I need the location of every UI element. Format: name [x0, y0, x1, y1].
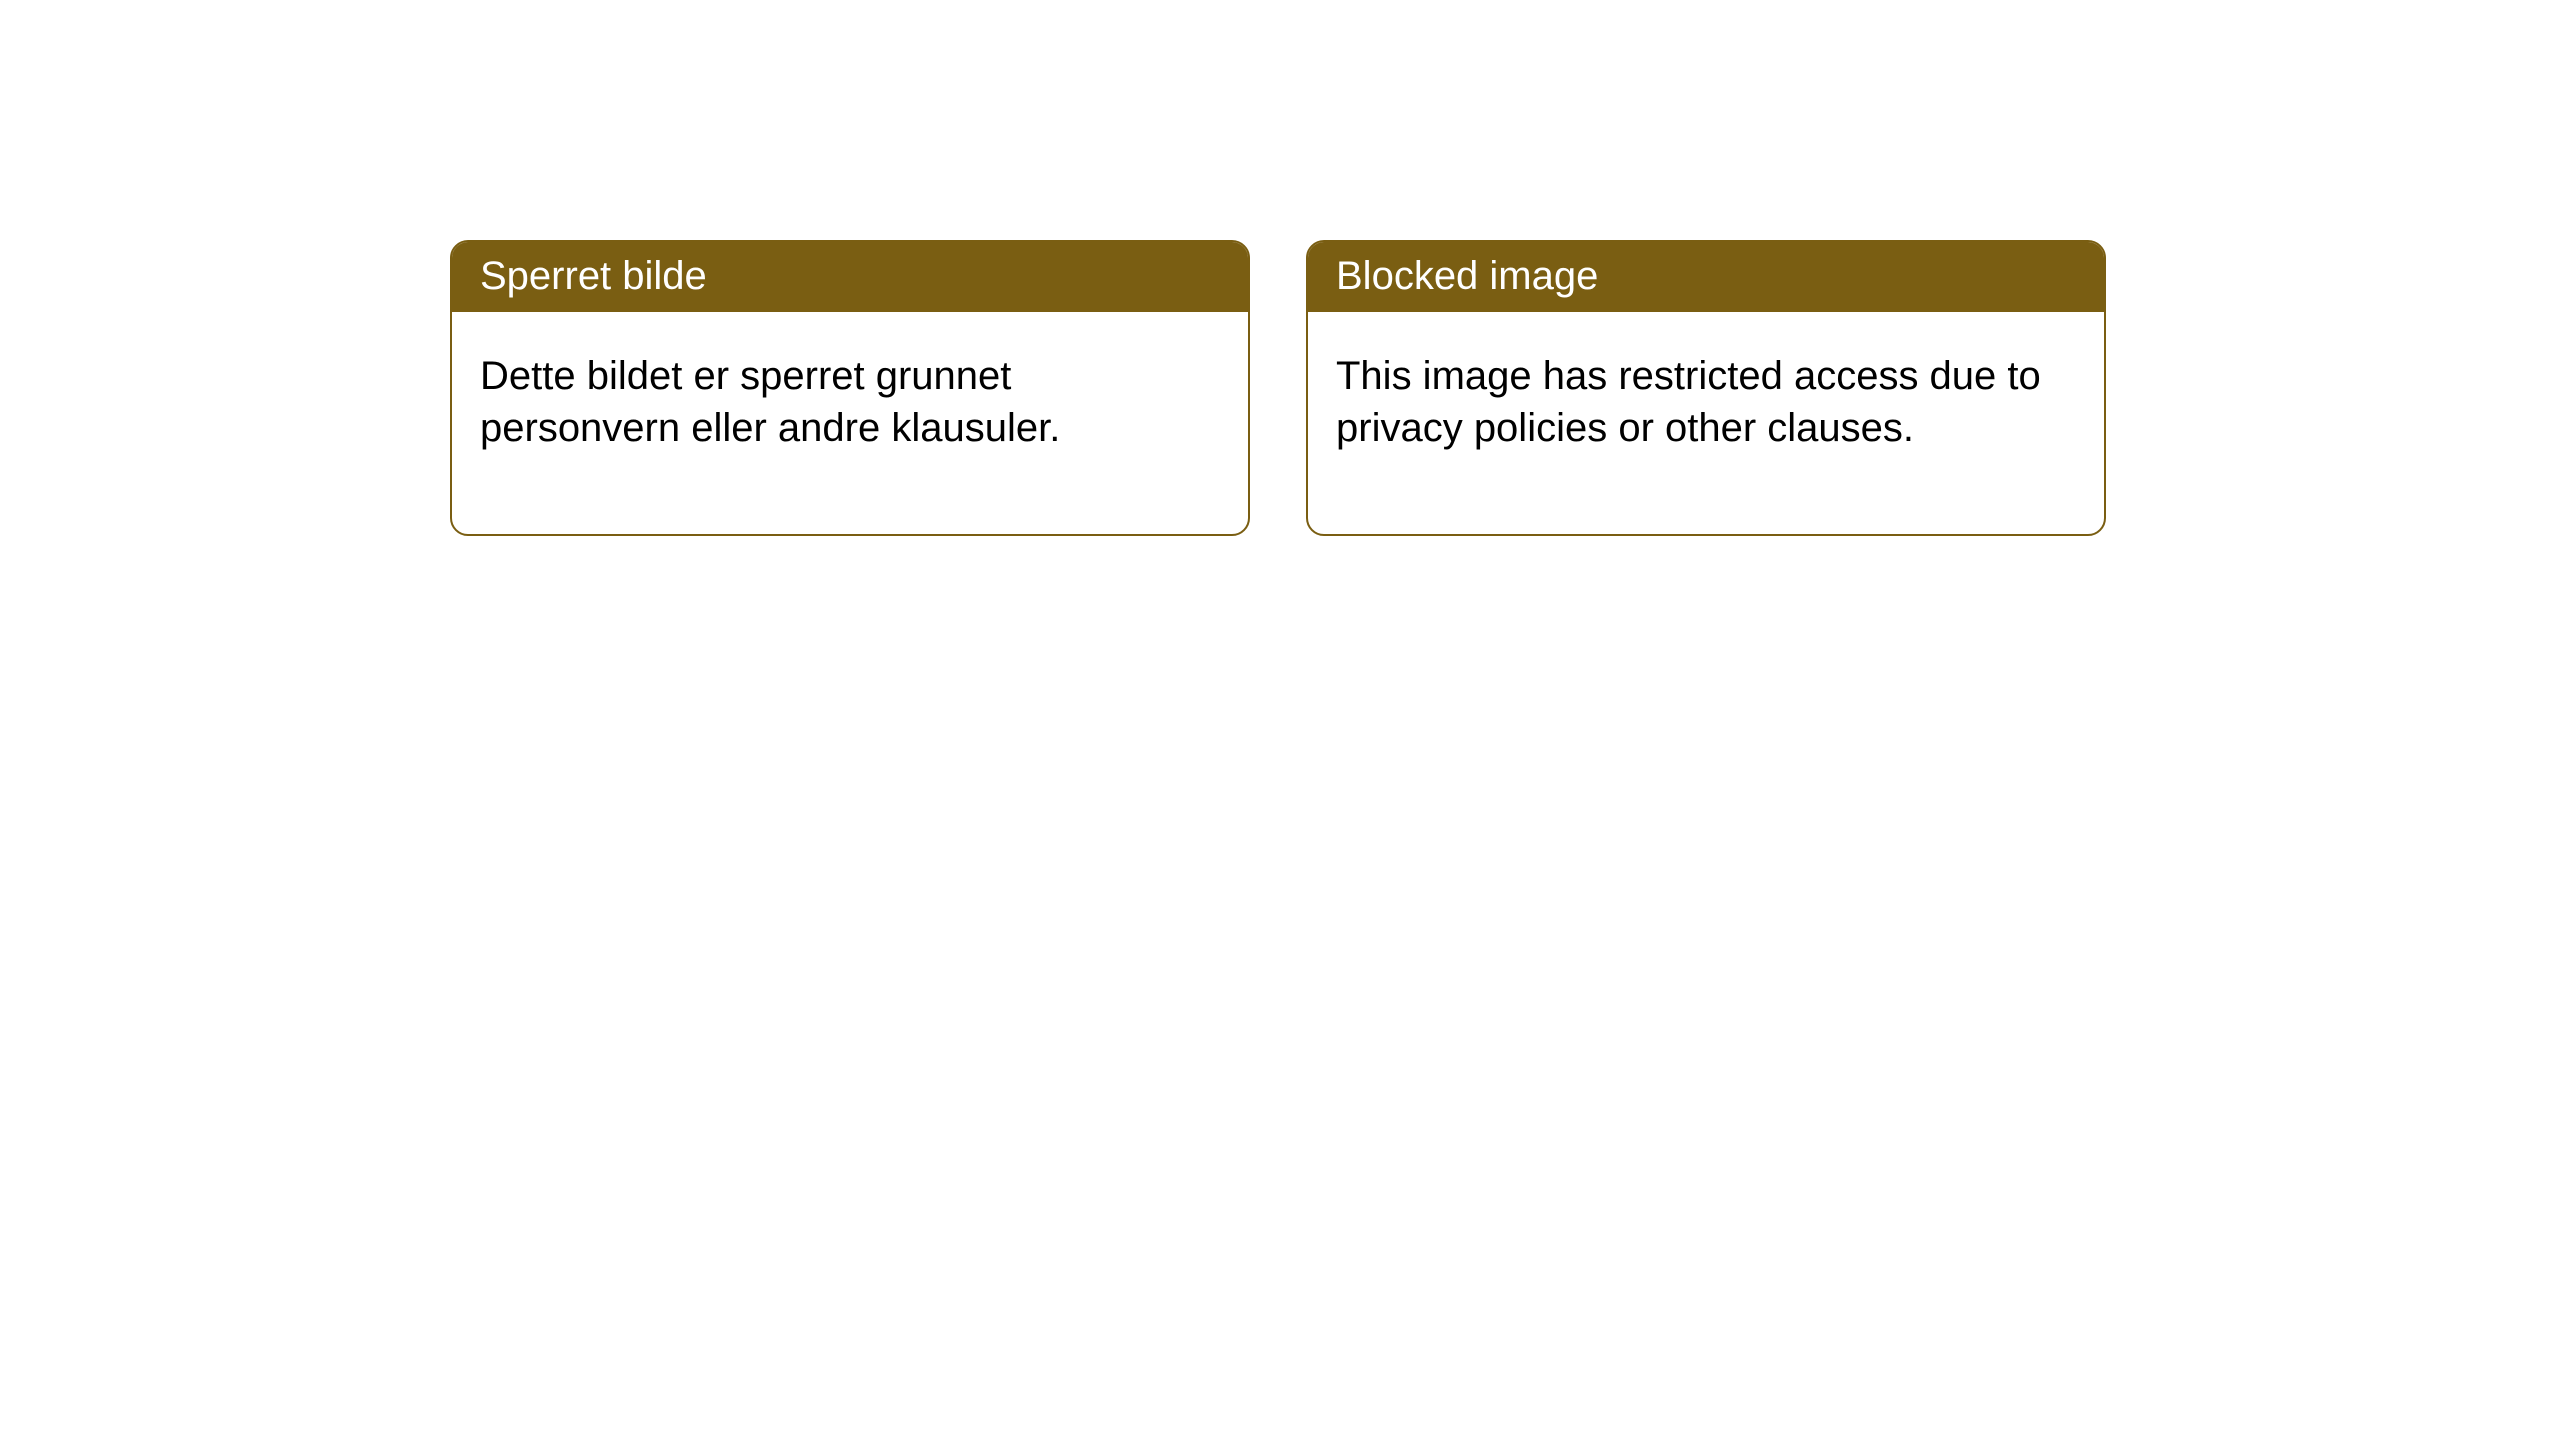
notice-header-english: Blocked image: [1308, 242, 2104, 312]
notice-body-english: This image has restricted access due to …: [1308, 312, 2104, 534]
notice-container: Sperret bilde Dette bildet er sperret gr…: [450, 240, 2106, 536]
notice-card-norwegian: Sperret bilde Dette bildet er sperret gr…: [450, 240, 1250, 536]
notice-body-norwegian: Dette bildet er sperret grunnet personve…: [452, 312, 1248, 534]
notice-header-norwegian: Sperret bilde: [452, 242, 1248, 312]
notice-card-english: Blocked image This image has restricted …: [1306, 240, 2106, 536]
